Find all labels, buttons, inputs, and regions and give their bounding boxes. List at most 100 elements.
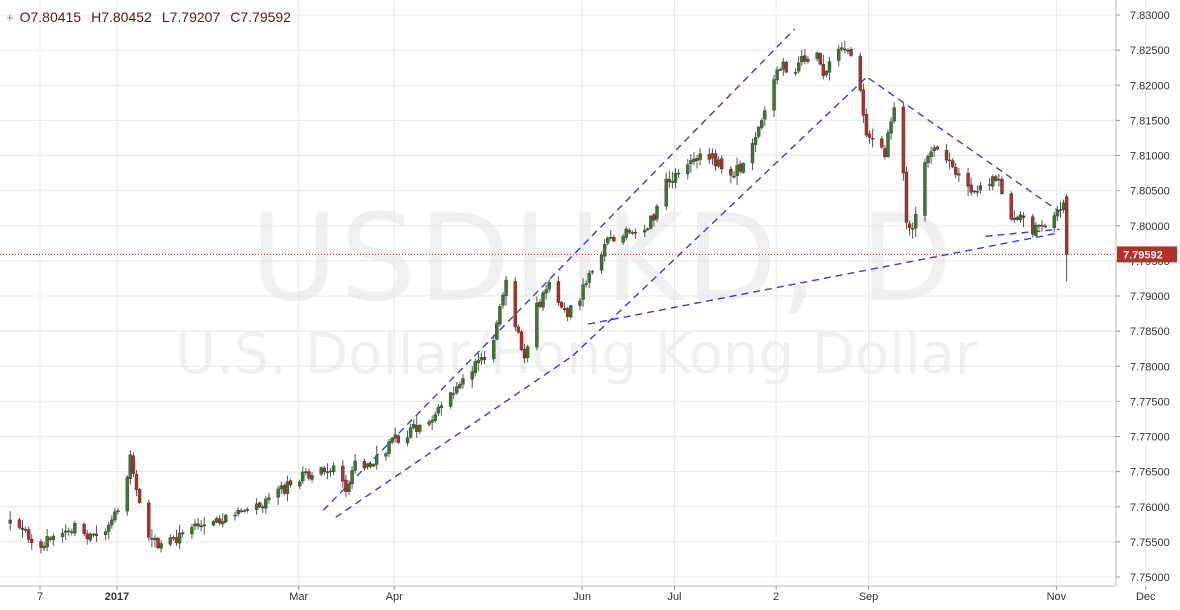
time-axis-label: Sep (859, 591, 879, 603)
candle-body (60, 532, 65, 537)
candle-body (796, 62, 801, 72)
candle-body (461, 378, 465, 385)
candle-body (649, 215, 653, 229)
candle-body (559, 302, 564, 308)
candle-body (587, 273, 591, 283)
candle-body (267, 497, 271, 500)
candle-body (590, 271, 595, 273)
candle-body (827, 61, 832, 73)
candle-body (775, 69, 779, 81)
candle-body (864, 114, 869, 136)
candle-body (45, 536, 49, 548)
candle-body (116, 510, 120, 512)
candle-body (48, 537, 52, 540)
candle-body (969, 184, 973, 193)
candle-body (535, 302, 539, 348)
candle-body (997, 178, 1001, 181)
price-axis-label: 7.83000 (1130, 10, 1170, 22)
candle-body (88, 533, 92, 541)
candle-body (923, 162, 927, 216)
price-axis: 7.83000 7.82500 7.82000 7.81500 7.81000 7.805… (1115, 0, 1170, 586)
candle-body (51, 536, 56, 541)
candle-body (458, 384, 462, 389)
candle-body (362, 461, 367, 469)
candle-body (20, 527, 25, 530)
candle-body (673, 172, 678, 183)
candle-body (224, 515, 228, 523)
candle-body (341, 465, 345, 482)
candle-body (298, 481, 302, 487)
candle-body (171, 537, 176, 539)
candle-body (824, 71, 829, 76)
candle-body (261, 506, 265, 509)
candle-body (760, 120, 764, 128)
price-axis-label: 7.80500 (1130, 186, 1170, 198)
price-axis-label: 7.82500 (1130, 45, 1170, 57)
candle-body (264, 498, 268, 509)
candle-body (624, 228, 628, 238)
ohlc-legend: + O7.80415 H7.80452 L7.79207 C7.79592 (6, 9, 291, 25)
candle-body (784, 61, 789, 73)
candle-body (390, 437, 394, 443)
candle-body (408, 427, 413, 438)
candle-body (482, 357, 487, 360)
candle-body (319, 467, 323, 475)
price-axis-label: 7.76500 (1130, 467, 1170, 479)
candle-body (476, 360, 481, 364)
candle-body (418, 425, 422, 432)
candle-body (180, 532, 185, 535)
candle-body (513, 280, 518, 328)
candle-body (904, 171, 909, 223)
candle-body (646, 228, 650, 230)
price-axis-label: 7.76000 (1130, 502, 1170, 514)
candle-body (642, 229, 647, 233)
candle-body (883, 148, 887, 158)
candle-body (772, 79, 776, 111)
candles (8, 40, 1069, 554)
candle-body (599, 254, 604, 271)
candle-body (504, 279, 508, 297)
candle-body (633, 232, 638, 234)
candle-body (365, 463, 370, 468)
candle-body (42, 545, 46, 549)
candle-body (131, 455, 136, 474)
trendline-support-from-june (588, 232, 1060, 325)
candle-body (214, 518, 219, 523)
candle-body (103, 531, 108, 535)
candle-body (652, 214, 656, 221)
candle-body (279, 485, 283, 490)
candle-body (957, 173, 961, 176)
candle-body (581, 284, 585, 300)
plus-icon[interactable]: + (6, 9, 14, 25)
candle-body (439, 405, 444, 408)
candle-body (602, 244, 607, 257)
candle-body (686, 164, 690, 175)
candle-body (966, 173, 970, 187)
candle-body (384, 453, 388, 457)
price-axis-label: 7.81000 (1130, 151, 1170, 163)
candle-body (756, 127, 761, 137)
candle-body (944, 149, 949, 161)
candle-body (470, 371, 474, 380)
candle-body (670, 181, 675, 183)
time-axis-label: Jun (573, 591, 591, 603)
candle-body (430, 419, 434, 423)
candle-body (719, 158, 724, 170)
candle-body (63, 530, 68, 533)
candle-body (282, 485, 287, 494)
time-axis-label: 2 (773, 591, 779, 603)
candle-body (763, 110, 767, 120)
candle-body (177, 532, 182, 544)
candle-body (233, 514, 237, 517)
candle-body (556, 281, 561, 303)
candle-body (695, 158, 699, 161)
candle-body (612, 237, 616, 242)
candle-body (455, 386, 459, 393)
candle-body (689, 160, 693, 164)
candle-body (793, 72, 798, 74)
candle-body (692, 158, 696, 162)
grid (0, 0, 1147, 586)
candle-body (91, 533, 96, 536)
